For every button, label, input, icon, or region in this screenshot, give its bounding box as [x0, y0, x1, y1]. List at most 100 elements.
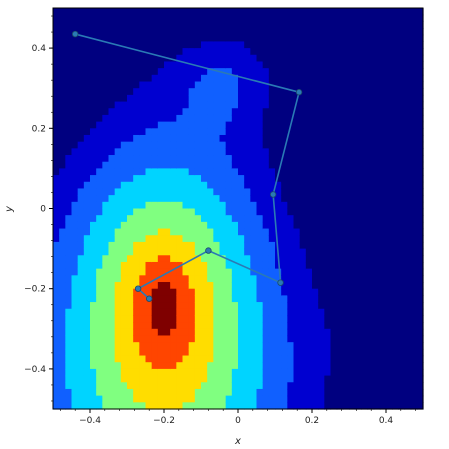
contour-cell: [176, 161, 184, 169]
contour-cell: [90, 68, 97, 76]
contour-cell: [65, 215, 73, 223]
contour-cell: [250, 14, 258, 22]
contour-cell: [410, 261, 418, 270]
contour-cell: [77, 155, 85, 163]
contour-cell: [194, 94, 202, 103]
contour-cell: [108, 395, 116, 403]
contour-cell: [287, 208, 295, 216]
contour-cell: [145, 161, 153, 169]
contour-cell: [392, 134, 399, 143]
contour-cell: [71, 188, 79, 196]
contour-cell: [349, 395, 356, 403]
contour-cell: [127, 68, 134, 76]
contour-cell: [238, 128, 245, 136]
contour-cell: [114, 368, 122, 377]
contour-cell: [250, 335, 258, 343]
contour-cell: [102, 228, 110, 236]
contour-cell: [299, 8, 307, 16]
contour-cell: [336, 402, 344, 410]
contour-cell: [299, 215, 307, 223]
contour-cell: [151, 155, 159, 163]
contour-cell: [83, 181, 91, 190]
contour-cell: [410, 348, 418, 357]
contour-cell: [238, 235, 245, 243]
contour-cell: [262, 68, 270, 76]
contour-cell: [404, 395, 412, 403]
contour-cell: [293, 268, 301, 276]
contour-cell: [114, 322, 122, 330]
contour-cell: [188, 328, 196, 337]
contour-cell: [373, 235, 381, 243]
contour-cell: [416, 322, 424, 330]
contour-cell: [83, 282, 91, 290]
contour-cell: [65, 255, 73, 263]
contour-cell: [194, 402, 202, 410]
contour-cell: [90, 268, 97, 276]
contour-cell: [96, 41, 103, 49]
contour-cell: [207, 375, 214, 383]
contour-cell: [83, 175, 91, 183]
contour-cell: [373, 175, 381, 183]
contour-cell: [219, 315, 227, 323]
contour-cell: [207, 282, 214, 290]
contour-cell: [157, 148, 165, 156]
contour-cell: [392, 128, 399, 136]
contour-cell: [361, 255, 369, 263]
contour-cell: [330, 155, 338, 163]
contour-cell: [293, 395, 301, 403]
y-tick-label: 0: [40, 205, 46, 215]
contour-cell: [188, 215, 196, 223]
contour-cell: [287, 161, 295, 169]
contour-cell: [324, 388, 332, 397]
contour-cell: [268, 268, 276, 276]
contour-cell: [281, 315, 288, 323]
contour-cell: [139, 348, 147, 357]
contour-cell: [386, 362, 393, 370]
contour-cell: [305, 348, 313, 357]
contour-cell: [336, 322, 344, 330]
contour-cell: [361, 155, 369, 163]
contour-cell: [238, 342, 245, 350]
contour-cell: [207, 308, 214, 317]
contour-cell: [96, 375, 103, 383]
contour-cell: [349, 248, 356, 256]
contour-cell: [244, 248, 251, 256]
contour-cell: [108, 155, 116, 163]
contour-cell: [83, 208, 91, 216]
contour-cell: [349, 74, 356, 83]
contour-cell: [151, 395, 159, 403]
contour-cell: [305, 355, 313, 363]
contour-cell: [244, 134, 251, 143]
contour-cell: [281, 295, 288, 303]
contour-cell: [318, 315, 325, 323]
contour-cell: [324, 121, 332, 129]
contour-cell: [90, 235, 97, 243]
contour-cell: [299, 28, 307, 36]
contour-cell: [170, 228, 177, 236]
contour-cell: [219, 282, 227, 290]
contour-cell: [127, 121, 134, 129]
contour-cell: [262, 221, 270, 230]
contour-cell: [299, 68, 307, 76]
contour-cell: [404, 48, 412, 56]
contour-cell: [379, 175, 387, 183]
contour-cell: [164, 288, 171, 296]
contour-cell: [201, 255, 208, 263]
contour-cell: [355, 81, 362, 89]
contour-cell: [342, 215, 350, 223]
contour-cell: [244, 21, 251, 29]
contour-cell: [410, 181, 418, 190]
contour-cell: [416, 41, 424, 49]
contour-cell: [102, 355, 110, 363]
contour-cell: [96, 395, 103, 403]
contour-cell: [151, 368, 159, 377]
contour-cell: [244, 342, 251, 350]
contour-cell: [164, 241, 171, 250]
contour-cell: [256, 188, 264, 196]
contour-cell: [379, 161, 387, 169]
contour-cell: [355, 302, 362, 310]
contour-cell: [201, 208, 208, 216]
contour-cell: [281, 41, 288, 49]
contour-cell: [194, 175, 202, 183]
contour-cell: [281, 228, 288, 236]
